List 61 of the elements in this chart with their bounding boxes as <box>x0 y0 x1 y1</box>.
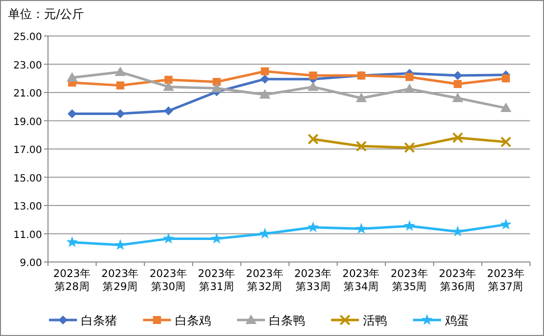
point <box>260 74 270 84</box>
point <box>308 81 319 91</box>
y-tick-label: 13.00 <box>13 202 42 212</box>
point <box>406 72 414 81</box>
point <box>114 239 126 250</box>
point <box>404 83 415 93</box>
point <box>259 228 271 239</box>
point <box>66 236 78 248</box>
point <box>454 80 462 88</box>
point <box>309 72 318 80</box>
legend-label: 白条鸡 <box>175 314 211 328</box>
legend-label: 白条鸭 <box>269 314 305 328</box>
point <box>210 232 222 244</box>
point <box>356 222 368 234</box>
point <box>404 142 415 154</box>
point <box>308 134 319 145</box>
x-tick-label: 2023年第35周 <box>390 268 428 293</box>
point <box>162 232 174 244</box>
point <box>452 132 464 144</box>
x-tick-label: 2023年第34周 <box>342 268 380 293</box>
point <box>356 92 367 102</box>
point <box>164 76 172 84</box>
point <box>500 218 512 230</box>
point <box>404 220 416 231</box>
point <box>502 74 510 82</box>
point <box>163 81 174 91</box>
point <box>452 226 464 236</box>
y-tick-label: 21.00 <box>13 88 42 100</box>
x-tick-label: 2023年第37周 <box>487 268 525 293</box>
x-tick-label: 2023年第33周 <box>294 268 332 293</box>
legend-label: 鸡蛋 <box>444 314 469 328</box>
legend-label: 白条猪 <box>81 314 117 328</box>
point <box>211 82 222 92</box>
legend-label: 活鸭 <box>363 314 387 328</box>
y-tick-label: 15.00 <box>13 173 42 184</box>
x-tick-label: 2023年第32周 <box>246 268 284 293</box>
y-tick-label: 19.00 <box>13 116 42 128</box>
x-tick-label: 2023年第30周 <box>150 268 188 293</box>
point <box>114 66 126 76</box>
x-tick-label: 2023年第29周 <box>101 268 140 293</box>
point <box>500 136 512 148</box>
point <box>307 221 319 232</box>
point <box>452 92 464 102</box>
point <box>164 106 173 116</box>
y-tick-label: 9.00 <box>20 258 42 269</box>
point <box>356 140 367 152</box>
x-tick-label: 2023年第36周 <box>438 268 477 293</box>
y-tick-label: 11.00 <box>13 230 42 241</box>
y-tick-label: 23.00 <box>13 60 42 72</box>
point <box>500 102 512 112</box>
y-tick-label: 25.00 <box>13 32 42 43</box>
point <box>259 89 270 99</box>
y-tick-label: 17.00 <box>13 145 42 156</box>
point <box>212 78 221 86</box>
point <box>453 71 462 80</box>
x-tick-label: 2023年第28周 <box>53 268 91 293</box>
x-tick-label: 2023年第31周 <box>198 268 236 293</box>
chart-title: 单位：元/公斤 <box>8 7 84 21</box>
point <box>66 72 78 82</box>
point <box>116 81 124 90</box>
point <box>260 67 269 76</box>
